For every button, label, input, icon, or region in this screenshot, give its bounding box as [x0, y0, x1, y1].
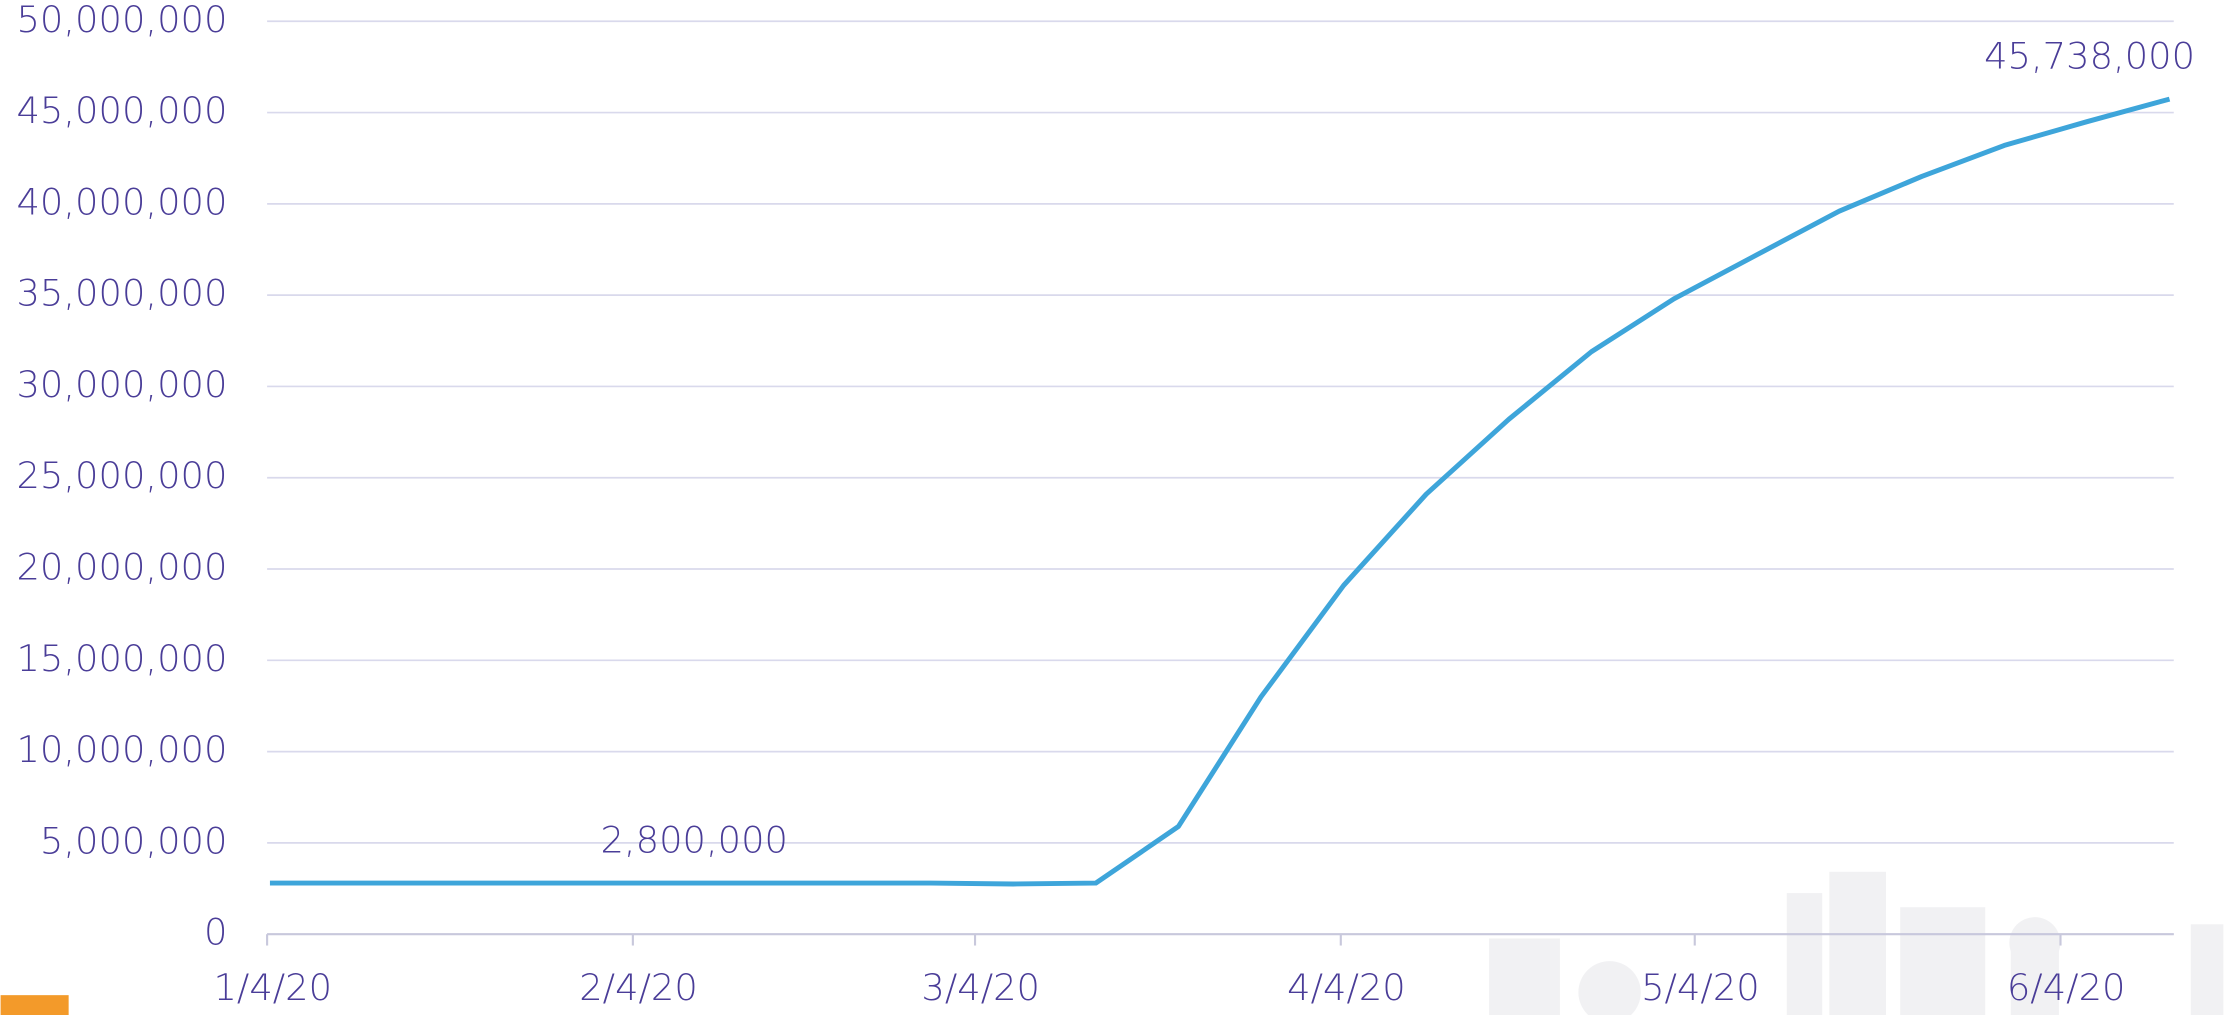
data-label: 45,738,000: [1984, 34, 2195, 77]
y-tick-label: 35,000,000: [16, 272, 227, 315]
x-tick-label: 2/4/20: [579, 966, 698, 1009]
y-tick-label: 50,000,000: [16, 0, 227, 41]
y-tick-label: 0: [204, 911, 227, 954]
x-tick-label: 5/4/20: [1641, 966, 1760, 1009]
data-line: [269, 96, 2171, 887]
x-tick-label: 6/4/20: [2007, 966, 2126, 1009]
y-tick-label: 5,000,000: [40, 819, 228, 862]
y-tick-label: 45,000,000: [16, 89, 227, 132]
y-tick-label: 25,000,000: [16, 454, 227, 497]
y-tick-label: 30,000,000: [16, 363, 227, 406]
skyline-decoration: [1489, 871, 2224, 1015]
y-tick-label: 10,000,000: [16, 728, 227, 771]
y-tick-label: 20,000,000: [16, 546, 227, 589]
x-tick-label: 1/4/20: [213, 966, 332, 1009]
corner-accent: [0, 995, 69, 1015]
y-tick-label: 40,000,000: [16, 180, 227, 223]
x-tick-label: 3/4/20: [921, 966, 1040, 1009]
y-tick-label: 15,000,000: [16, 637, 227, 680]
data-label: 2,800,000: [600, 818, 788, 861]
x-tick-label: 4/4/20: [1287, 966, 1406, 1009]
